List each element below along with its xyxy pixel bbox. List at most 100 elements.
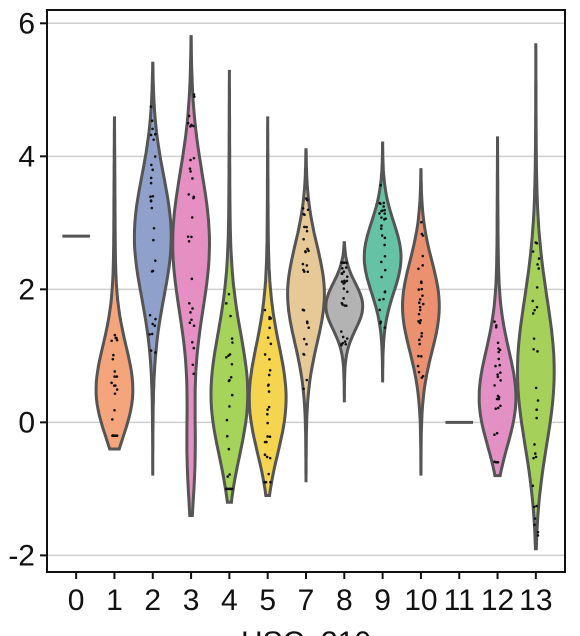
data-point xyxy=(188,167,192,170)
data-point xyxy=(499,404,502,408)
data-point xyxy=(267,390,271,393)
data-point xyxy=(269,480,272,484)
data-point xyxy=(420,220,423,224)
data-point xyxy=(263,453,267,457)
data-point xyxy=(112,353,115,357)
x-tick-label: 1 xyxy=(106,584,123,617)
data-point xyxy=(378,212,381,215)
data-point xyxy=(383,255,387,258)
x-tick-label: 9 xyxy=(374,584,391,617)
data-point xyxy=(150,119,154,123)
data-point xyxy=(533,443,536,446)
data-point xyxy=(536,263,539,266)
data-point xyxy=(533,452,537,455)
data-point xyxy=(267,373,271,377)
data-point xyxy=(227,292,231,296)
data-point xyxy=(187,239,191,243)
data-point xyxy=(189,170,192,173)
data-point xyxy=(151,127,154,131)
data-point xyxy=(187,301,191,305)
data-point xyxy=(150,206,154,210)
data-point xyxy=(344,342,348,346)
data-point xyxy=(301,207,305,210)
data-point xyxy=(151,168,155,172)
data-point xyxy=(190,216,194,219)
data-point xyxy=(383,212,387,215)
data-point xyxy=(153,155,157,158)
data-point xyxy=(416,364,420,368)
data-point xyxy=(532,347,535,351)
data-point xyxy=(382,205,385,208)
data-point xyxy=(532,505,536,509)
data-point xyxy=(345,279,349,283)
data-point xyxy=(305,225,308,229)
data-point xyxy=(192,346,196,350)
data-point xyxy=(307,249,310,253)
data-point xyxy=(383,243,386,247)
data-point xyxy=(343,340,347,343)
data-point xyxy=(531,484,535,488)
data-point xyxy=(229,375,233,379)
data-point xyxy=(420,331,424,335)
data-point xyxy=(421,264,424,267)
data-point xyxy=(344,266,348,269)
data-point xyxy=(305,342,308,346)
x-tick-label: 4 xyxy=(221,584,238,617)
data-point xyxy=(380,216,383,219)
data-point xyxy=(534,241,537,244)
violin-cat-10 xyxy=(400,168,441,476)
data-point xyxy=(229,314,232,318)
violin-body xyxy=(362,141,403,383)
data-point xyxy=(186,121,190,125)
x-tick-label: 8 xyxy=(336,584,353,617)
data-point xyxy=(305,264,309,267)
data-point xyxy=(268,368,272,372)
data-point xyxy=(302,337,306,341)
x-tick-label: 7 xyxy=(298,584,315,617)
data-point xyxy=(417,370,421,374)
data-point xyxy=(112,384,116,387)
data-point xyxy=(497,357,501,361)
violin-body xyxy=(132,61,173,476)
data-point xyxy=(263,308,267,312)
data-point xyxy=(537,267,541,270)
data-point xyxy=(225,355,228,359)
data-point xyxy=(110,339,113,343)
violin-cat-2 xyxy=(132,61,173,476)
data-point xyxy=(192,372,195,376)
data-point xyxy=(149,195,152,199)
data-point xyxy=(189,311,192,314)
data-point xyxy=(112,434,116,437)
data-point xyxy=(302,387,305,391)
data-point xyxy=(191,307,194,310)
data-point xyxy=(151,322,155,326)
data-point xyxy=(417,267,420,271)
data-point xyxy=(419,319,422,322)
data-point xyxy=(189,158,192,162)
data-point xyxy=(383,236,387,240)
violin-body xyxy=(515,43,556,551)
data-point xyxy=(269,342,273,346)
data-point xyxy=(152,226,156,230)
data-point xyxy=(304,249,307,253)
data-point xyxy=(228,353,232,356)
data-point xyxy=(111,357,115,361)
data-point xyxy=(154,259,157,262)
data-point xyxy=(379,183,383,187)
data-point xyxy=(533,523,536,527)
violin-body xyxy=(324,241,365,403)
data-point xyxy=(303,225,306,229)
data-point xyxy=(380,224,383,227)
data-point xyxy=(114,336,117,340)
data-point xyxy=(149,199,153,202)
data-point xyxy=(113,375,116,378)
data-point xyxy=(495,397,499,401)
data-point xyxy=(306,247,309,251)
data-point xyxy=(494,325,498,329)
data-point xyxy=(493,320,496,323)
data-point xyxy=(113,370,117,373)
data-point xyxy=(265,455,269,459)
data-point xyxy=(497,350,500,354)
data-point xyxy=(497,347,500,350)
